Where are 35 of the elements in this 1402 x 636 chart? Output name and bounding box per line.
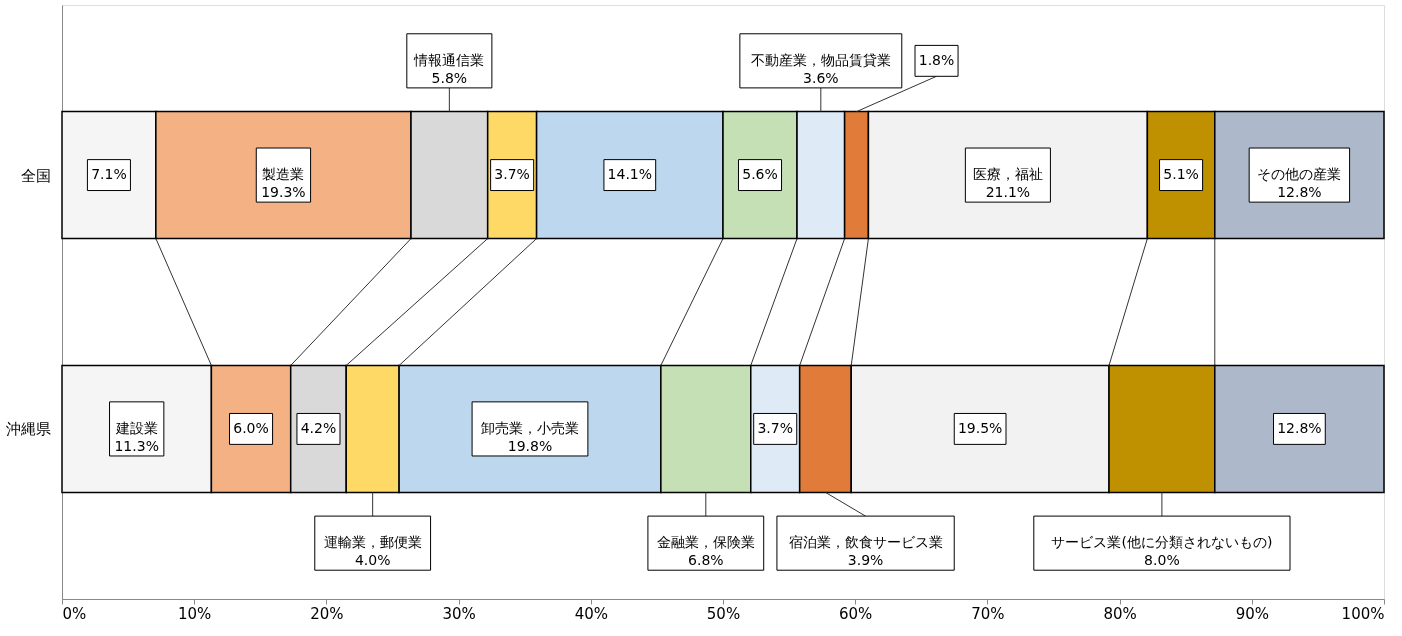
data-label: 卸売業，小売業 19.8% <box>480 419 579 454</box>
x-tick-label: 70% <box>971 604 1005 623</box>
data-label: 製造業 19.3% <box>261 166 306 201</box>
data-label: 19.5% <box>957 419 1003 436</box>
data-label: 7.1% <box>91 166 127 183</box>
data-label: サービス業(他に分類されないもの) 8.0% <box>1051 534 1273 569</box>
data-label: 14.1% <box>607 166 653 183</box>
x-tick-label: 100% <box>1341 604 1385 623</box>
data-label: 情報通信業 5.8% <box>413 51 485 86</box>
x-tick-label: 60% <box>839 604 873 623</box>
data-label: 3.7% <box>494 166 530 183</box>
data-label: 不動産業，物品賃貸業 3.6% <box>750 51 891 86</box>
data-label: 建設業 11.3% <box>114 419 159 454</box>
y-tick-label: 全国 <box>20 166 51 185</box>
data-label: その他の産業 12.8% <box>1257 166 1342 201</box>
data-label: 宿泊業，飲食サービス業 3.9% <box>788 534 943 569</box>
x-tick-label: 50% <box>706 604 741 623</box>
data-label: 3.7% <box>757 419 794 436</box>
data-label: 4.2% <box>300 419 337 436</box>
data-label: 5.1% <box>1163 166 1199 183</box>
data-label: 運輸業，郵便業 4.0% <box>323 534 422 569</box>
x-tick-label: 40% <box>574 604 608 623</box>
x-tick-label: 20% <box>310 604 344 623</box>
data-label: 12.8% <box>1277 419 1322 436</box>
y-tick-label: 沖縄県 <box>5 420 51 439</box>
x-tick-label: 90% <box>1235 604 1269 623</box>
data-label: 1.8% <box>918 51 955 68</box>
data-label: 医療，福祉 21.1% <box>972 166 1043 201</box>
x-tick-label: 0% <box>62 604 87 623</box>
data-label: 金融業，保険業 6.8% <box>656 534 755 569</box>
x-tick-label: 10% <box>178 604 212 623</box>
data-label: 6.0% <box>233 419 269 436</box>
x-tick-label: 30% <box>442 604 476 623</box>
data-label: 5.6% <box>742 166 778 183</box>
x-tick-label: 80% <box>1103 604 1137 623</box>
